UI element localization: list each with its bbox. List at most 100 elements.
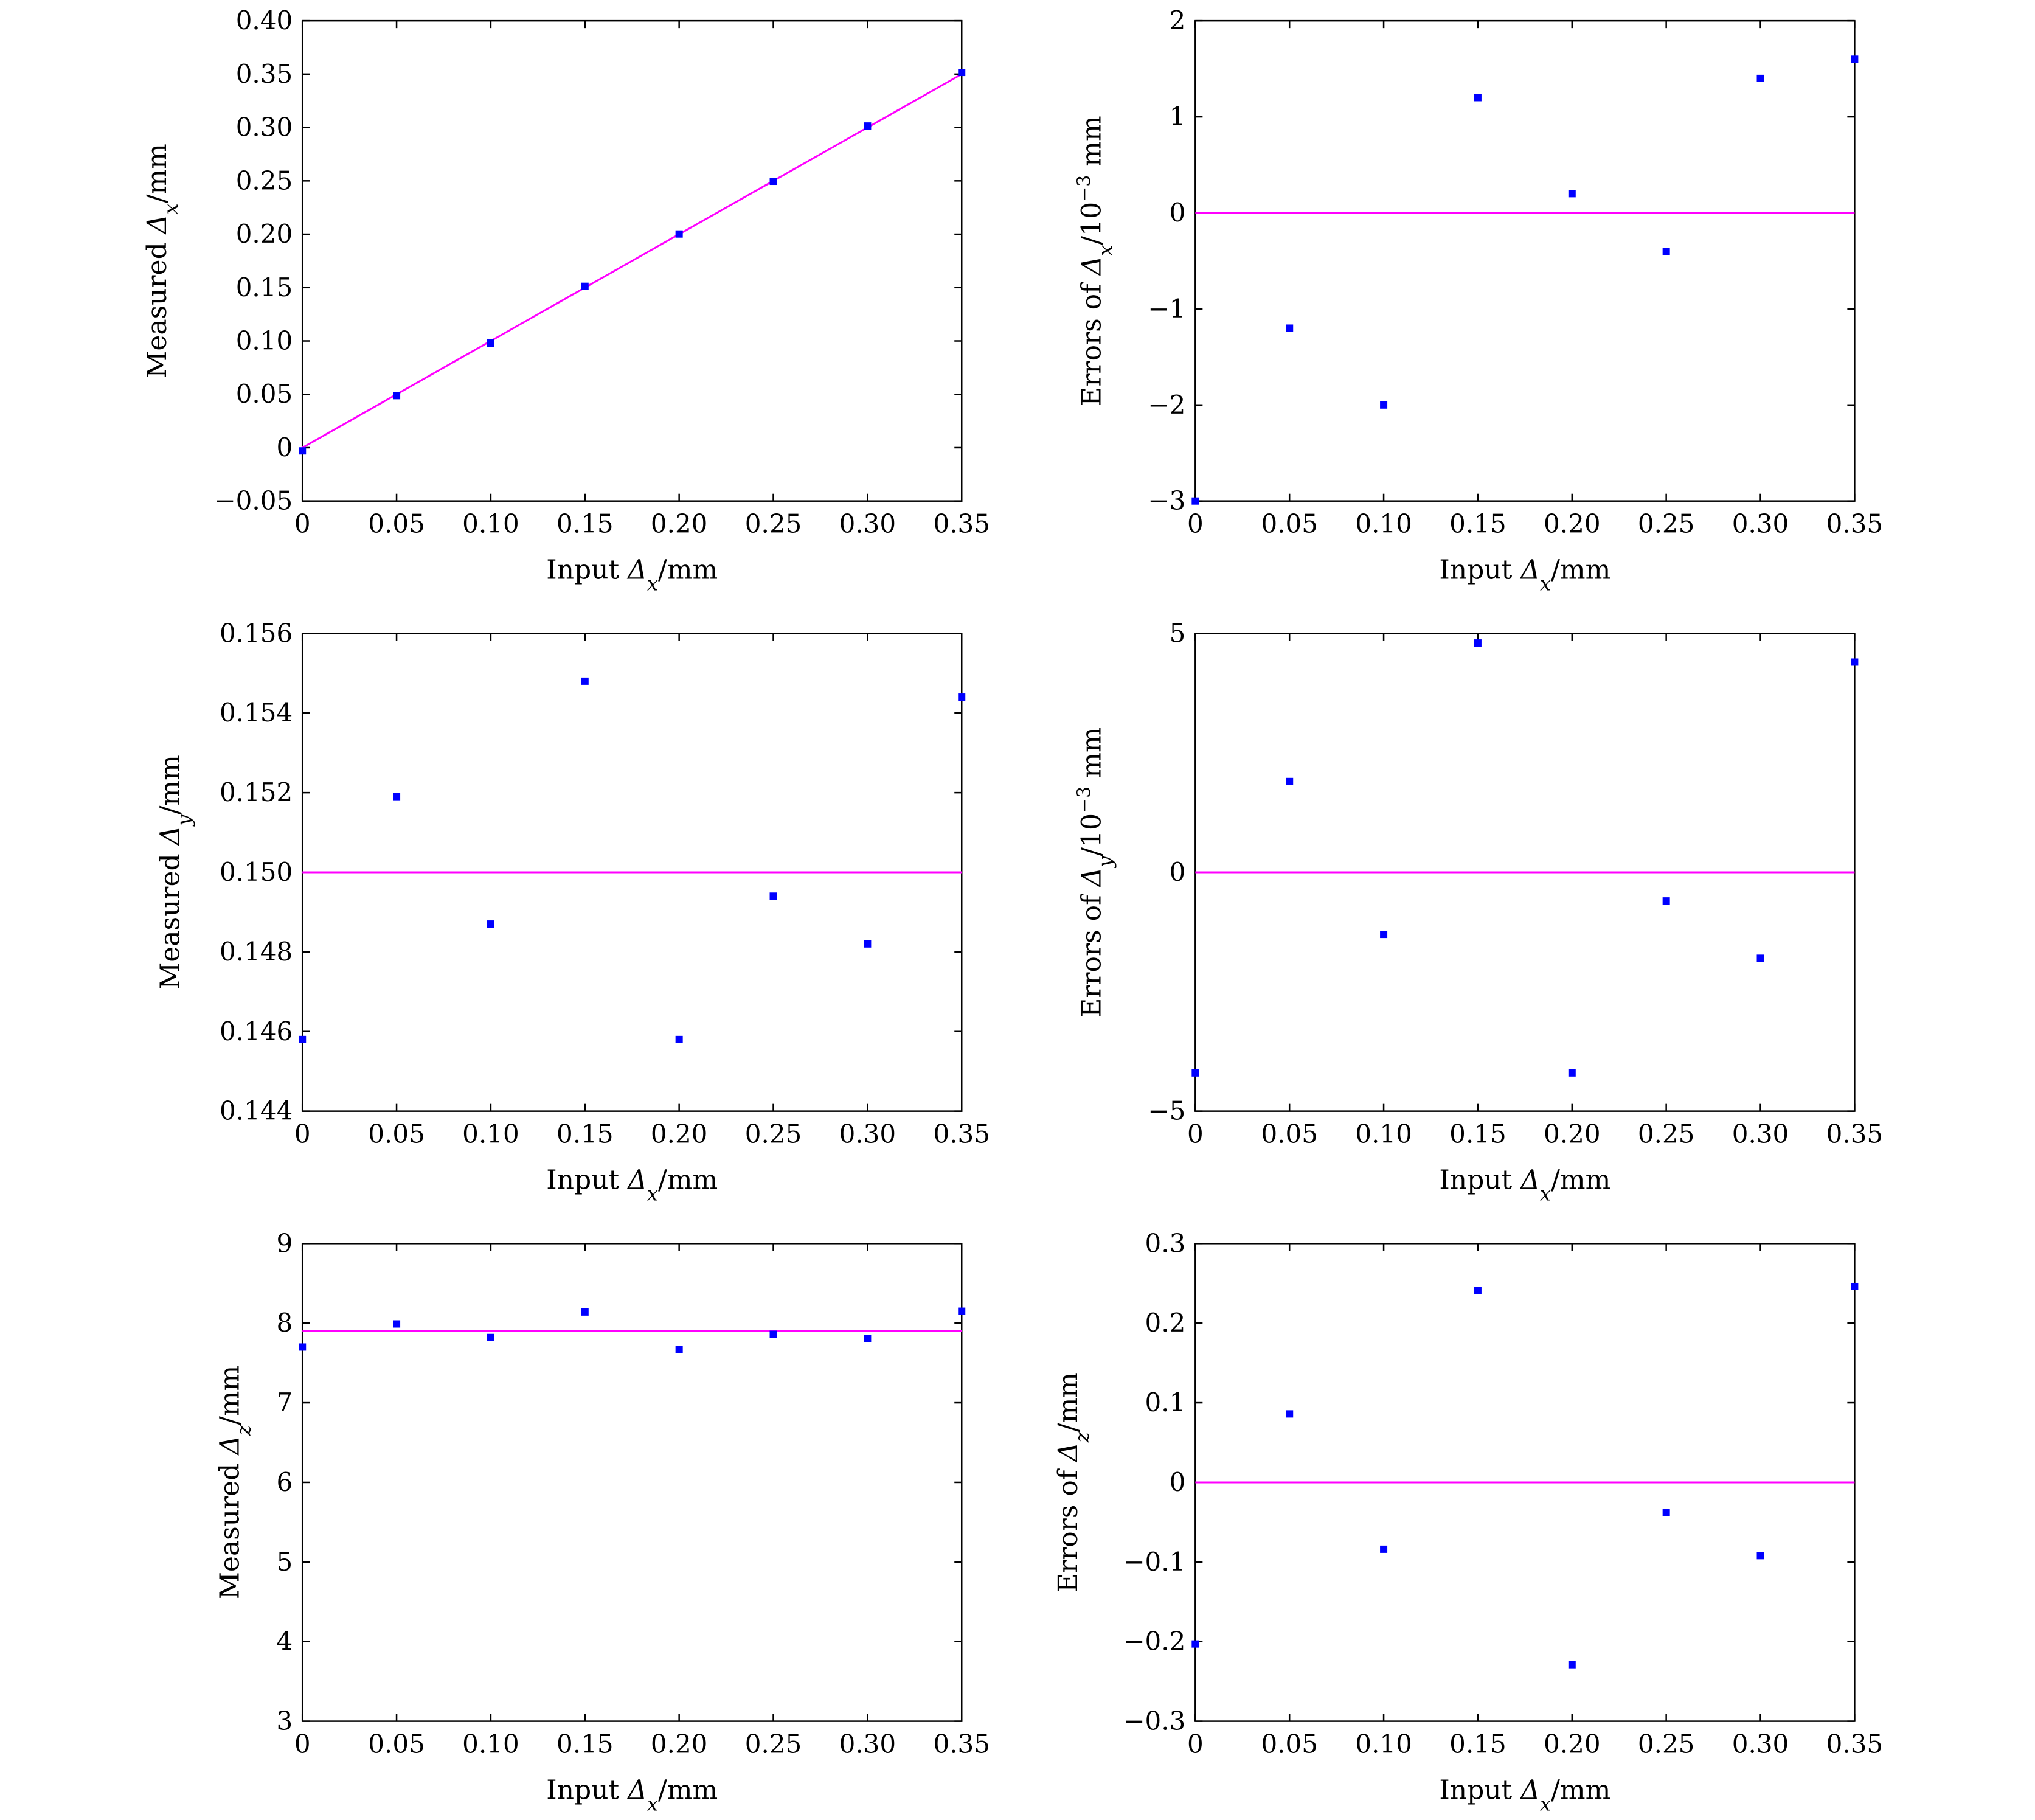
x-tick-label: 0 [1187, 1119, 1204, 1149]
data-point [1380, 401, 1388, 409]
x-tick-label: 0.15 [556, 1729, 614, 1759]
x-tick-label: 0.10 [462, 1729, 519, 1759]
x-tick-label: 0.10 [1355, 1119, 1412, 1149]
y-tick-label: 0.10 [236, 326, 293, 356]
data-point [299, 1343, 307, 1351]
x-tick-label: 0.15 [1449, 1119, 1506, 1149]
y-tick-label: 0 [1170, 198, 1186, 228]
label-sym-part: Δ [1053, 1442, 1084, 1463]
x-tick-label: 0.25 [745, 1119, 802, 1149]
data-point [1286, 324, 1294, 332]
label-post-part: /10 [1076, 202, 1108, 245]
y-tick-label: 0.144 [220, 1096, 293, 1126]
label-sym-part: Δ [1519, 1165, 1540, 1196]
x-axis-label: Input Δx/mm [546, 1165, 718, 1206]
label-post-part: /mm [658, 555, 718, 586]
data-point [1756, 954, 1764, 962]
x-tick-label: 0.20 [1544, 1119, 1601, 1149]
label-sub-part: x [647, 572, 658, 596]
y-tick-label: −0.1 [1123, 1547, 1185, 1577]
y-tick-label: 7 [276, 1388, 293, 1417]
label-sub-part: y [172, 814, 195, 827]
data-point [1851, 1282, 1859, 1290]
y-tick-label: 6 [276, 1467, 293, 1497]
y-tick-label: −0.2 [1123, 1627, 1185, 1656]
x-tick-label: 0.20 [651, 1729, 708, 1759]
data-point [1191, 497, 1199, 505]
x-tick-label: 0.15 [1449, 1729, 1506, 1759]
label-pre-part: Input [546, 1165, 628, 1196]
label-pre-part: Input [546, 1775, 628, 1806]
x-tick-label: 0.35 [1826, 1729, 1884, 1759]
data-point [769, 1330, 777, 1338]
data-point [1662, 1509, 1670, 1516]
data-point [864, 1335, 872, 1342]
label-pre-part: Errors of [1076, 276, 1108, 406]
data-point [487, 920, 494, 928]
data-point [1756, 74, 1764, 82]
x-tick-label: 0.20 [651, 509, 708, 539]
y-tick-label: 0.152 [220, 777, 293, 807]
data-point [393, 793, 401, 801]
label-sub-part: x [1540, 572, 1551, 596]
x-tick-label: 0 [294, 1119, 311, 1149]
x-tick-label: 0.05 [1261, 1729, 1318, 1759]
x-tick-label: 0.25 [745, 1729, 802, 1759]
data-point [1286, 1410, 1294, 1418]
y-tick-label: 2 [1170, 5, 1186, 35]
y-tick-label: 4 [276, 1627, 293, 1656]
label-post-part: /mm [1551, 555, 1610, 586]
x-axis-label: Input Δx/mm [1439, 1775, 1610, 1816]
subplot-2: 0 0.05 0.10 0.15 0.20 0.25 0.30 0.35 −3 −2 −1 0 1 2 In… [1073, 5, 1883, 596]
label-post-part: /10 [1076, 813, 1108, 856]
label-post-part: /mm [1551, 1165, 1610, 1196]
reference-line [302, 73, 962, 449]
x-tick-label: 0.10 [462, 509, 519, 539]
x-tick-label: 0.30 [1732, 509, 1789, 539]
data-point [1474, 639, 1482, 647]
data-point [299, 447, 307, 455]
data-point [1286, 777, 1294, 785]
x-tick-label: 0.25 [1638, 1119, 1695, 1149]
label-sym-part: Δ [1519, 1775, 1540, 1806]
y-tick-label: 8 [276, 1308, 293, 1338]
y-tick-label: 0 [276, 432, 293, 462]
data-point [1662, 897, 1670, 905]
y-tick-label: −0.3 [1123, 1706, 1185, 1736]
label-pre-part: Errors of [1076, 887, 1108, 1018]
data-point [581, 1308, 589, 1316]
x-tick-label: 0.35 [933, 1729, 990, 1759]
data-point [769, 892, 777, 900]
label-sub-part: y [1094, 856, 1117, 869]
label-post-part: /mm [1053, 1372, 1084, 1432]
label-post2-part: mm [1076, 116, 1108, 175]
data-point [864, 940, 872, 948]
y-tick-label: 0.30 [236, 113, 293, 142]
label-pre-part: Input [1439, 555, 1520, 586]
label-sup-part: −3 [1073, 175, 1095, 202]
data-point [581, 677, 589, 685]
y-tick-label: −1 [1148, 294, 1185, 324]
data-point [393, 392, 401, 400]
y-tick-label: 0.15 [236, 273, 293, 302]
x-tick-label: 0.05 [1261, 509, 1318, 539]
y-tick-label: 0.154 [220, 698, 293, 728]
y-axis-label: Errors of Δx/10−3 mm [1073, 116, 1117, 406]
data-point [581, 282, 589, 290]
data-point [1380, 931, 1388, 939]
y-axis-label: Measured Δy/mm [154, 755, 195, 990]
y-axis-label: Measured Δx/mm [142, 144, 182, 378]
label-pre-part: Input [1439, 1775, 1520, 1806]
label-sym-part: Δ [142, 214, 173, 235]
y-tick-label: 0.3 [1145, 1228, 1186, 1258]
data-point [1380, 1545, 1388, 1553]
y-tick-label: 5 [1170, 618, 1186, 648]
x-tick-label: 0.30 [1732, 1729, 1789, 1759]
x-tick-label: 0 [294, 509, 311, 539]
data-point [1474, 94, 1482, 102]
label-sym-part: Δ [1519, 555, 1540, 586]
label-post-part: /mm [658, 1165, 718, 1196]
x-tick-label: 0.30 [839, 1729, 896, 1759]
y-tick-label: 0.25 [236, 165, 293, 195]
